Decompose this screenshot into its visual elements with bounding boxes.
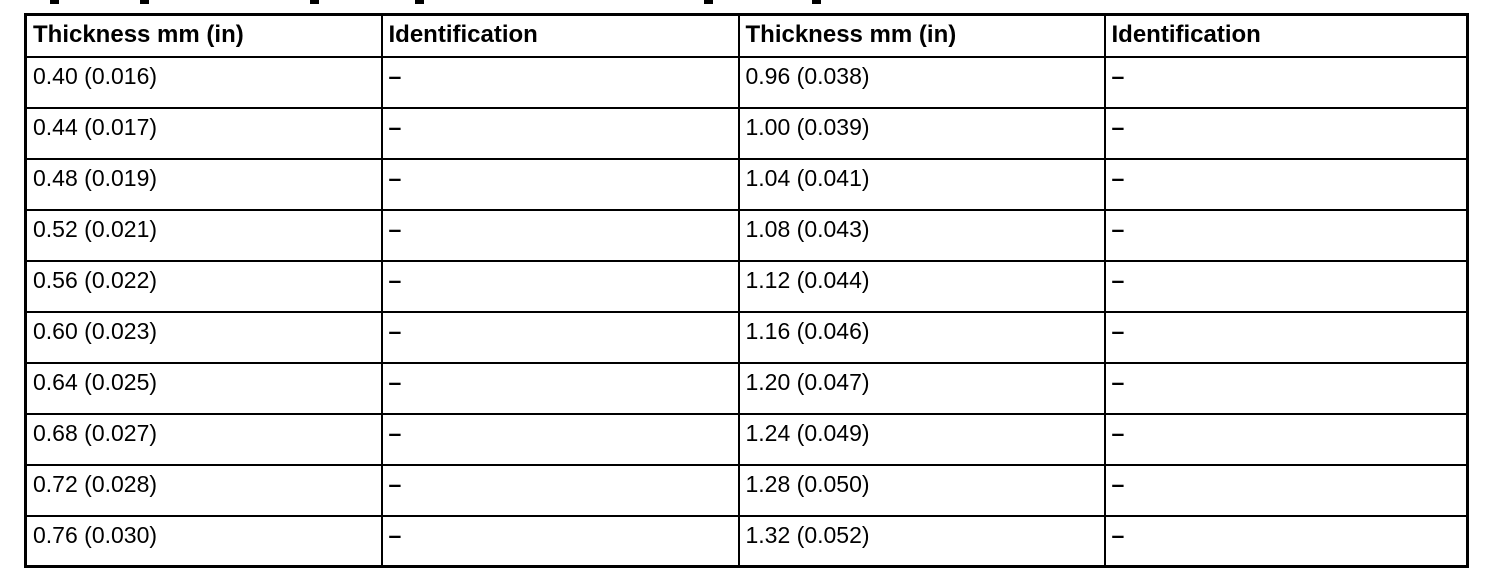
table-row: 0.76 (0.030) –1.32 (0.052) – [24,514,1469,568]
thickness-cell: 0.56 (0.022) [24,259,383,313]
thickness-cell: 1.04 (0.041) [737,157,1106,211]
thickness-cell: 0.76 (0.030) [24,514,383,568]
thickness-cell: 0.52 (0.021) [24,208,383,262]
identification-cell: – [380,55,740,109]
identification-cell: – [1103,412,1469,466]
column-header: Thickness mm (in) [737,13,1106,58]
table-row: 0.64 (0.025) –1.20 (0.047) – [24,361,1469,415]
identification-cell: – [1103,55,1469,109]
thickness-cell: 1.00 (0.039) [737,106,1106,160]
table-body: 0.40 (0.016) –0.96 (0.038) –0.44 (0.017) –1… [24,55,1469,568]
identification-cell: – [1103,259,1469,313]
identification-cell: – [380,208,740,262]
thickness-cell: 0.48 (0.019) [24,157,383,211]
table-row: 0.44 (0.017) –1.00 (0.039) – [24,106,1469,160]
thickness-cell: 0.72 (0.028) [24,463,383,517]
identification-cell: – [380,361,740,415]
table-row: 0.48 (0.019) –1.04 (0.041) – [24,157,1469,211]
identification-cell: – [380,157,740,211]
table-row: 0.60 (0.023) –1.16 (0.046) – [24,310,1469,364]
cropped-text-fragment [140,0,149,4]
thickness-cell: 0.68 (0.027) [24,412,383,466]
thickness-cell: 0.96 (0.038) [737,55,1106,109]
thickness-cell: 1.20 (0.047) [737,361,1106,415]
table-row: 0.68 (0.027) –1.24 (0.049) – [24,412,1469,466]
identification-cell: – [380,412,740,466]
thickness-cell: 0.44 (0.017) [24,106,383,160]
table-row: 0.40 (0.016) –0.96 (0.038) – [24,55,1469,109]
column-header: Identification [380,13,740,58]
thickness-cell: 1.24 (0.049) [737,412,1106,466]
cropped-text-fragment [310,0,319,4]
column-header: Thickness mm (in) [24,13,383,58]
thickness-cell: 1.08 (0.043) [737,208,1106,262]
identification-cell: – [1103,361,1469,415]
thickness-cell: 1.28 (0.050) [737,463,1106,517]
identification-cell: – [1103,310,1469,364]
table-row: 0.72 (0.028) –1.28 (0.050) – [24,463,1469,517]
identification-cell: – [1103,514,1469,568]
table-row: 0.52 (0.021) –1.08 (0.043) – [24,208,1469,262]
thickness-cell: 1.12 (0.044) [737,259,1106,313]
cropped-text-fragment [415,0,424,4]
thickness-cell: 1.16 (0.046) [737,310,1106,364]
thickness-cell: 1.32 (0.052) [737,514,1106,568]
cropped-text-fragment [704,0,713,4]
identification-cell: – [1103,157,1469,211]
identification-cell: – [380,106,740,160]
cropped-text-fragment [812,0,821,4]
cropped-text-fragment [50,0,59,4]
thickness-cell: 0.64 (0.025) [24,361,383,415]
identification-cell: – [380,463,740,517]
thickness-identification-table: Thickness mm (in) Identification Thickness… [24,13,1469,568]
table-row: 0.56 (0.022) –1.12 (0.044) – [24,259,1469,313]
thickness-cell: 0.40 (0.016) [24,55,383,109]
identification-cell: – [1103,106,1469,160]
identification-cell: – [1103,463,1469,517]
identification-cell: – [380,514,740,568]
column-header: Identification [1103,13,1469,58]
identification-cell: – [380,259,740,313]
table-header-row: Thickness mm (in) Identification Thickness… [24,13,1469,58]
identification-cell: – [380,310,740,364]
identification-cell: – [1103,208,1469,262]
thickness-cell: 0.60 (0.023) [24,310,383,364]
